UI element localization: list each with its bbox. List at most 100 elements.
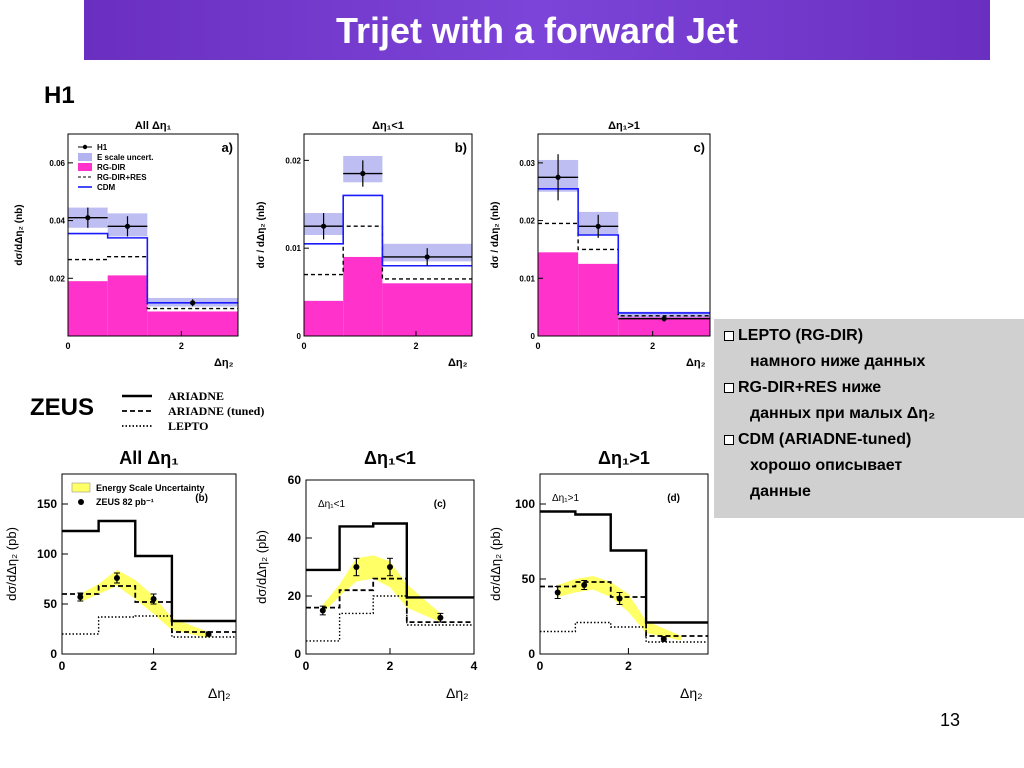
y-tick-label: 0.04: [49, 217, 65, 226]
title-bar: Trijet with a forward Jet: [84, 0, 990, 60]
chart-zeus-deta1-lt1: 0 2 4 0 20 40 60 Δη₁<1 (c) Δη₁<1 Δη₂ dσ/dΔη₂ (pb): [250, 444, 482, 701]
chart-zeus-deta1-gt1: 0 2 0 50 100 Δη₁>1 (d) Δη₁>1 Δη₂ dσ/dΔη₂ (pb): [484, 444, 714, 701]
lepto-line: [540, 621, 708, 643]
chart-inner-label: Δη₁>1: [552, 493, 579, 504]
plot-frame: [537, 133, 711, 337]
y-tick-label: 0.02: [285, 156, 301, 165]
data-point: [150, 596, 157, 602]
x-axis-label: Δη₂: [214, 357, 234, 369]
legend-band-symbol: [71, 482, 91, 493]
rg-dir-bar: [343, 256, 383, 336]
legend-data-label: ZEUS 82 pb⁻¹: [96, 497, 154, 507]
data-point: [190, 300, 196, 306]
ariadne-tuned-line: [540, 581, 708, 637]
y-tick-label: 0.01: [519, 274, 535, 283]
info-text: CDM (ARIADNE-tuned): [738, 431, 912, 448]
rg-dir-bar: [618, 315, 710, 336]
y-axis-label: dσ/dΔη₂ (pb): [488, 527, 503, 601]
legend-h1-dot: [82, 144, 88, 150]
info-line: данные: [750, 483, 811, 501]
legend-rgdir-label: RG-DIR: [97, 163, 126, 172]
chart-h1-all: 0 2 0.02 0.04 0.06 All Δη₁ a) Δη₂ dσ/dΔη₂ (nb) H1…: [8, 118, 244, 384]
x-tick-label: 2: [650, 341, 655, 351]
legend-h1-label: H1: [97, 143, 108, 152]
plot-frame: [303, 133, 473, 337]
energy-scale-band: [557, 576, 682, 641]
x-axis-label: Δη₂: [686, 357, 706, 369]
chart-tag: a): [221, 140, 233, 155]
legend-band-label: Energy Scale Uncertainty: [96, 483, 205, 493]
x-tick-label: 0: [65, 341, 70, 351]
legend-escale-label: E scale uncert.: [97, 153, 153, 162]
x-tick-label: 0: [537, 659, 544, 673]
x-tick-label: 2: [413, 341, 418, 351]
rg-dir-bar: [107, 275, 148, 336]
x-axis-label: Δη₂: [448, 357, 468, 369]
y-tick-label: 40: [288, 531, 302, 545]
y-tick-label: 0.01: [285, 244, 301, 253]
lepto-line: [62, 615, 236, 638]
legend-cdm-label: CDM: [97, 183, 116, 192]
chart-svg: 0 2 0.02 0.04 0.06 All Δη₁ a) Δη₂ dσ/dΔη₂ (nb) H1…: [14, 120, 239, 369]
zeus-label: ZEUS: [30, 394, 95, 421]
y-tick-label: 0.03: [519, 159, 535, 168]
chart-h1-deta1-gt1: 0 2 0 0.01 0.02 0.03 Δη₁>1 c) Δη₂ dσ / dΔη₂ (nb): [484, 118, 716, 384]
data-point: [387, 564, 393, 570]
y-tick-label: 60: [288, 473, 302, 487]
chart-title: Δη₁<1: [364, 448, 416, 468]
data-point: [321, 223, 327, 229]
y-tick-label: 0: [294, 647, 301, 661]
y-tick-label: 20: [288, 589, 302, 603]
data-point: [113, 575, 120, 581]
rg-dir-res-line: [304, 225, 472, 280]
energy-scale-band: [80, 570, 209, 638]
x-tick-label: 0: [303, 659, 310, 673]
y-tick-label: 0: [531, 332, 536, 341]
y-axis-label: dσ/dΔη₂ (pb): [254, 530, 269, 604]
plot-frame: [67, 133, 239, 337]
data-point: [77, 594, 84, 600]
chart-title: All Δη₁: [119, 448, 178, 468]
data-point: [661, 316, 667, 322]
info-text: данные: [750, 483, 811, 500]
x-tick-label: 2: [387, 659, 394, 673]
chart-tag: (b): [195, 493, 208, 504]
rg-dir-bar: [147, 311, 238, 336]
plot-frame: [61, 473, 237, 655]
y-tick-label: 100: [37, 547, 57, 561]
x-tick-label: 2: [179, 341, 184, 351]
rg-dir-res-line: [68, 255, 238, 310]
cdm-line: [68, 232, 238, 304]
y-axis-label: dσ/dΔη₂ (nb): [14, 204, 25, 265]
chart-tag: c): [693, 140, 705, 155]
legend-rgdir-symbol: [78, 163, 92, 171]
rg-dir-bar: [538, 252, 579, 336]
zeus-legend: ARIADNE ARIADNE (tuned) LEPTO: [120, 388, 300, 436]
y-tick-label: 0: [297, 332, 302, 341]
legend-label: LEPTO: [168, 419, 208, 433]
rg-dir-bar: [304, 300, 344, 336]
chart-title: Δη₁<1: [372, 120, 404, 132]
data-point: [319, 607, 326, 614]
chart-inner-label: Δη₁<1: [318, 499, 345, 510]
data-point: [581, 582, 588, 588]
info-line: данных при малых Δη₂: [750, 405, 935, 423]
ariadne-tuned-line: [306, 577, 474, 623]
info-line: хорошо описывает: [750, 457, 902, 475]
chart-tag: (c): [434, 499, 446, 510]
chart-title: Δη₁>1: [608, 120, 640, 132]
data-point: [660, 636, 667, 642]
ariadne-line: [62, 519, 236, 623]
data-point: [124, 223, 131, 229]
chart-zeus-all: 0 2 0 50 100 150 All Δη₁ (b) Δη₂ dσ/dΔη₂ (pb) Ener…: [0, 444, 242, 701]
data-point: [616, 595, 623, 602]
info-text: данных при малых Δη₂: [750, 405, 936, 422]
chart-title: Δη₁>1: [598, 448, 650, 468]
y-tick-label: 100: [515, 497, 535, 511]
checkbox-bullet-icon: [724, 435, 734, 445]
rg-dir-bar: [578, 263, 619, 336]
y-axis-label: dσ/dΔη₂ (pb): [4, 527, 19, 601]
